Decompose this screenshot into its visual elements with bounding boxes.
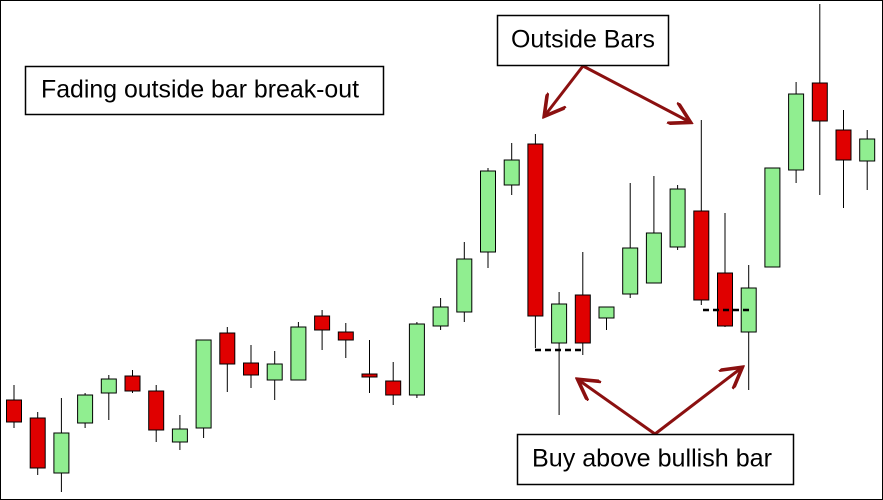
candle-body — [195, 339, 212, 429]
arrows — [546, 64, 740, 436]
candle-body — [551, 303, 568, 344]
candle-body — [432, 306, 449, 327]
candles — [6, 4, 876, 492]
candle-body — [171, 428, 188, 443]
arrow — [580, 381, 656, 436]
candle-body — [29, 417, 46, 469]
candle-body — [314, 315, 331, 331]
annotation: Outside Bars — [511, 26, 655, 54]
annotation-box — [496, 14, 670, 67]
candle-body — [503, 159, 520, 186]
candle-body — [693, 210, 710, 301]
candle-body — [337, 331, 354, 341]
candle-body — [408, 323, 425, 396]
candle-body — [361, 373, 378, 378]
candle-body — [243, 362, 259, 376]
candle-body — [764, 167, 781, 268]
candle-body — [290, 326, 307, 381]
candle-body — [124, 375, 141, 392]
arrow — [546, 65, 585, 114]
candle-body — [53, 432, 70, 474]
candle-body — [598, 306, 615, 319]
candle-body — [788, 93, 805, 171]
candle-body — [669, 188, 686, 248]
annotation-box — [516, 433, 795, 486]
annotation: Buy above bullish bar — [532, 445, 772, 473]
candle-body — [717, 272, 733, 327]
annotation-box — [24, 65, 385, 116]
annotation: Fading outside bar break-out — [41, 76, 359, 104]
candle-body — [266, 363, 283, 381]
candle-body — [456, 258, 473, 313]
candle-body — [77, 394, 94, 424]
candle-body — [385, 380, 402, 396]
candle-body — [645, 232, 662, 284]
candle-body — [6, 399, 22, 423]
candle-body — [811, 82, 828, 122]
candle-body — [100, 378, 117, 394]
arrow — [654, 369, 740, 436]
candle-body — [480, 170, 496, 253]
candle-body — [859, 138, 876, 162]
arrow — [582, 64, 688, 121]
candle-body — [527, 143, 544, 317]
candle-body — [219, 332, 236, 365]
candle-body — [835, 129, 852, 161]
candle-body — [148, 390, 165, 431]
candle-body — [574, 294, 591, 344]
candle-body — [622, 247, 639, 295]
